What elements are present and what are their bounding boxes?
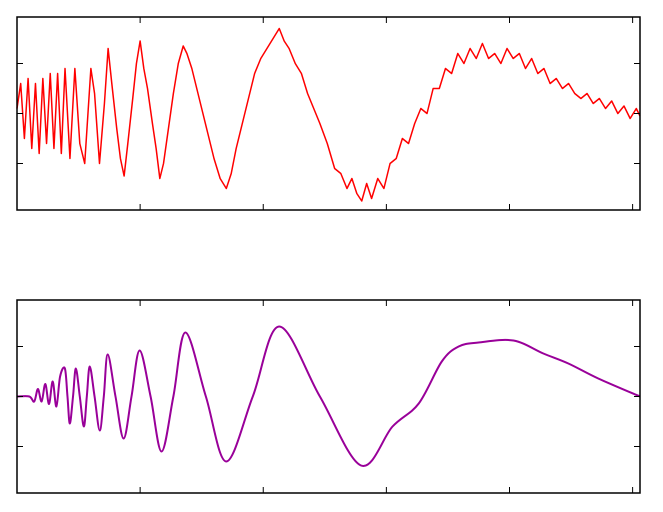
- axes-box: [16, 16, 641, 211]
- data-line: [16, 325, 641, 467]
- data-line: [16, 27, 641, 202]
- axes-box: [16, 299, 641, 494]
